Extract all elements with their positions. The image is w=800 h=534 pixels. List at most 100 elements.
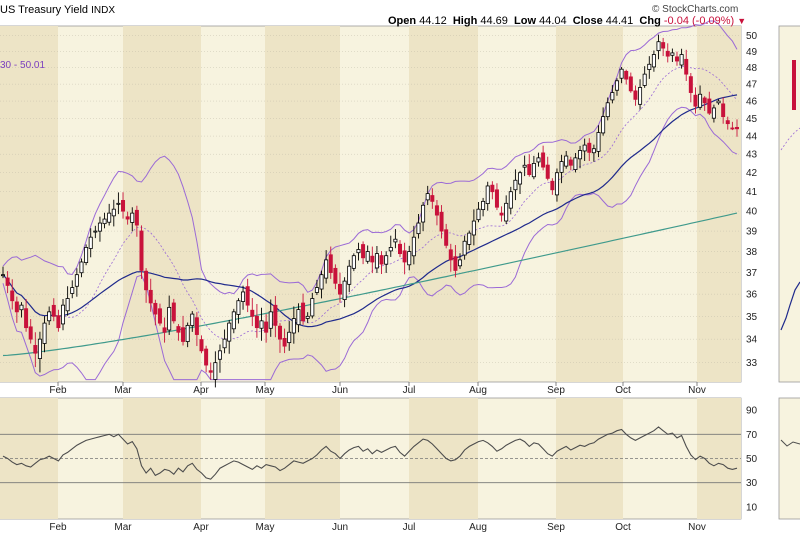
candle-body <box>365 251 370 262</box>
rsi-tick-label: 50 <box>746 454 758 465</box>
candle-body <box>185 324 190 342</box>
candle-body <box>282 337 287 347</box>
candle-body <box>374 253 379 269</box>
month-tick-label: Mar <box>114 385 132 396</box>
rsi-tick-label: 30 <box>746 478 758 489</box>
ma200-line <box>2 212 738 357</box>
price-tick-label: 43 <box>746 150 758 161</box>
candle-body <box>296 309 301 326</box>
candle-body <box>259 320 264 329</box>
month-tick-label: Jun <box>332 385 348 396</box>
candle-body <box>139 230 144 271</box>
rsi-month-tick-label: Aug <box>469 522 487 533</box>
candle-body <box>527 164 532 176</box>
candle-body <box>504 202 509 222</box>
candle-body <box>541 152 546 168</box>
candle-body <box>614 80 619 91</box>
rsi-series-line <box>2 426 738 480</box>
price-tick-label: 48 <box>746 63 758 74</box>
candle-body <box>578 150 583 160</box>
candle-body <box>227 322 232 342</box>
candle-body <box>693 94 698 107</box>
candle-body <box>14 301 19 313</box>
low-label: Low <box>514 15 537 27</box>
right-ma-fragment <box>780 281 800 331</box>
candle-body <box>310 298 315 317</box>
candle-body <box>337 283 342 295</box>
candle-body <box>702 97 707 104</box>
candle-body <box>735 126 740 130</box>
rsi-line <box>2 426 738 480</box>
candle-body <box>314 287 319 293</box>
candle-body <box>24 308 29 329</box>
candle-body <box>74 274 79 287</box>
candle-body <box>471 220 476 236</box>
candle-body <box>462 240 467 256</box>
candle-body <box>51 304 56 317</box>
month-band <box>265 26 340 382</box>
candle-body <box>490 184 495 193</box>
candle-body <box>407 251 412 266</box>
price-tick-label: 50 <box>746 31 758 42</box>
candle-body <box>37 338 42 359</box>
candle-body <box>619 68 624 79</box>
candle-body <box>171 302 176 322</box>
rsi-month-tick-label: Feb <box>49 522 67 533</box>
month-tick-label: Jul <box>403 385 416 396</box>
low-value: 44.04 <box>539 15 567 27</box>
candle-body <box>642 73 647 86</box>
candle-body <box>665 50 670 57</box>
candle-body <box>254 315 259 329</box>
candle-body <box>222 338 227 349</box>
price-tick-label: 47 <box>746 80 758 91</box>
rsi-tick-label: 10 <box>746 502 758 513</box>
candle-body <box>204 348 209 366</box>
bollinger-middle-line <box>2 66 738 340</box>
candle-body <box>596 132 601 152</box>
candle-body <box>301 302 306 322</box>
candle-body <box>398 243 403 255</box>
candle-body <box>245 286 250 306</box>
candle-body <box>564 155 569 167</box>
candle-body <box>716 100 721 104</box>
price-tick-label: 49 <box>746 47 758 58</box>
month-tick-label: Feb <box>49 385 67 396</box>
candle-body <box>638 87 643 105</box>
candle-body <box>144 270 149 291</box>
price-tick-label: 35 <box>746 312 758 323</box>
candle-body <box>347 265 352 285</box>
candle-body <box>730 127 735 130</box>
candle-body <box>393 238 398 243</box>
candle-body <box>291 318 296 334</box>
title-text: US Treasury Yield <box>0 4 89 16</box>
candle-body <box>458 259 463 267</box>
candle-body <box>379 255 384 265</box>
candle-body <box>167 306 172 331</box>
price-tick-label: 44 <box>746 132 758 143</box>
candle-body <box>134 209 139 226</box>
candle-body <box>5 277 10 286</box>
price-tick-label: 41 <box>746 187 758 198</box>
candle-body <box>10 290 15 302</box>
bollinger-upper-line <box>2 20 738 295</box>
candle-body <box>711 107 716 119</box>
candle-body <box>434 205 439 216</box>
bollinger-legend-fragment: 30 - 50.01 <box>0 60 46 71</box>
down-arrow-icon: ▼ <box>737 16 747 26</box>
price-tick-label: 39 <box>746 227 758 238</box>
candle-body <box>65 298 70 312</box>
candle-body <box>651 54 656 68</box>
candle-body <box>194 317 199 335</box>
candle-body <box>148 289 153 304</box>
candle-body <box>153 302 158 315</box>
candle-body <box>47 311 52 322</box>
month-band <box>697 26 741 382</box>
candle-body <box>476 208 481 221</box>
chart-title: US Treasury Yield INDX <box>0 4 115 16</box>
candle-body <box>121 200 126 212</box>
candle-body <box>522 164 527 168</box>
candle-body <box>319 274 324 290</box>
month-tick-label: Aug <box>469 385 487 396</box>
candle-body <box>28 326 33 340</box>
